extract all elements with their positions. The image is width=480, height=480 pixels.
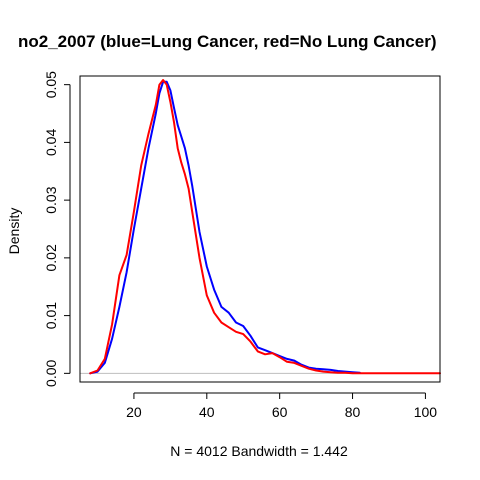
x-tick-label: 80 [345,404,361,420]
x-tick-label: 60 [272,404,288,420]
y-tick-label: 0.02 [43,244,59,271]
x-tick-label: 100 [414,404,438,420]
x-tick-label: 40 [199,404,215,420]
y-tick-label: 0.05 [43,71,59,98]
y-tick-label: 0.04 [43,129,59,156]
chart-title: no2_2007 (blue=Lung Cancer, red=No Lung … [18,32,437,51]
x-axis-label: N = 4012 Bandwidth = 1.442 [170,443,348,459]
y-tick-label: 0.01 [43,302,59,329]
y-axis-label: Density [6,208,22,255]
plot-frame [79,75,441,383]
series-layer [89,79,441,375]
y-axis: 0.00 0.01 0.02 0.03 0.04 0.05 [43,71,71,387]
density-line-blue [89,80,361,375]
density-line-red [89,79,441,375]
y-tick-label: 0.03 [43,186,59,213]
x-tick-label: 20 [126,404,142,420]
y-tick-label: 0.00 [43,360,59,387]
x-axis: 20 40 60 80 100 [126,392,438,420]
